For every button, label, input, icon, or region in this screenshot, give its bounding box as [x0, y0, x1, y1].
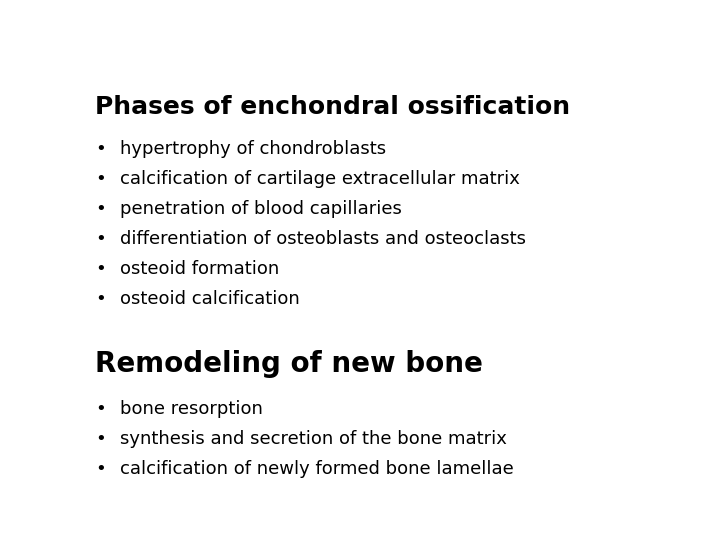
Text: synthesis and secretion of the bone matrix: synthesis and secretion of the bone matr…	[120, 430, 507, 448]
Text: •: •	[95, 170, 106, 188]
Text: bone resorption: bone resorption	[120, 400, 263, 418]
Text: •: •	[95, 200, 106, 218]
Text: •: •	[95, 460, 106, 478]
Text: Phases of enchondral ossification: Phases of enchondral ossification	[95, 95, 570, 119]
Text: calcification of newly formed bone lamellae: calcification of newly formed bone lamel…	[120, 460, 514, 478]
Text: hypertrophy of chondroblasts: hypertrophy of chondroblasts	[120, 140, 386, 158]
Text: osteoid formation: osteoid formation	[120, 260, 279, 278]
Text: osteoid calcification: osteoid calcification	[120, 290, 300, 308]
Text: penetration of blood capillaries: penetration of blood capillaries	[120, 200, 402, 218]
Text: •: •	[95, 400, 106, 418]
Text: differentiation of osteoblasts and osteoclasts: differentiation of osteoblasts and osteo…	[120, 230, 526, 248]
Text: •: •	[95, 290, 106, 308]
Text: •: •	[95, 140, 106, 158]
Text: •: •	[95, 230, 106, 248]
Text: •: •	[95, 430, 106, 448]
Text: Remodeling of new bone: Remodeling of new bone	[95, 350, 483, 378]
Text: •: •	[95, 260, 106, 278]
Text: calcification of cartilage extracellular matrix: calcification of cartilage extracellular…	[120, 170, 520, 188]
